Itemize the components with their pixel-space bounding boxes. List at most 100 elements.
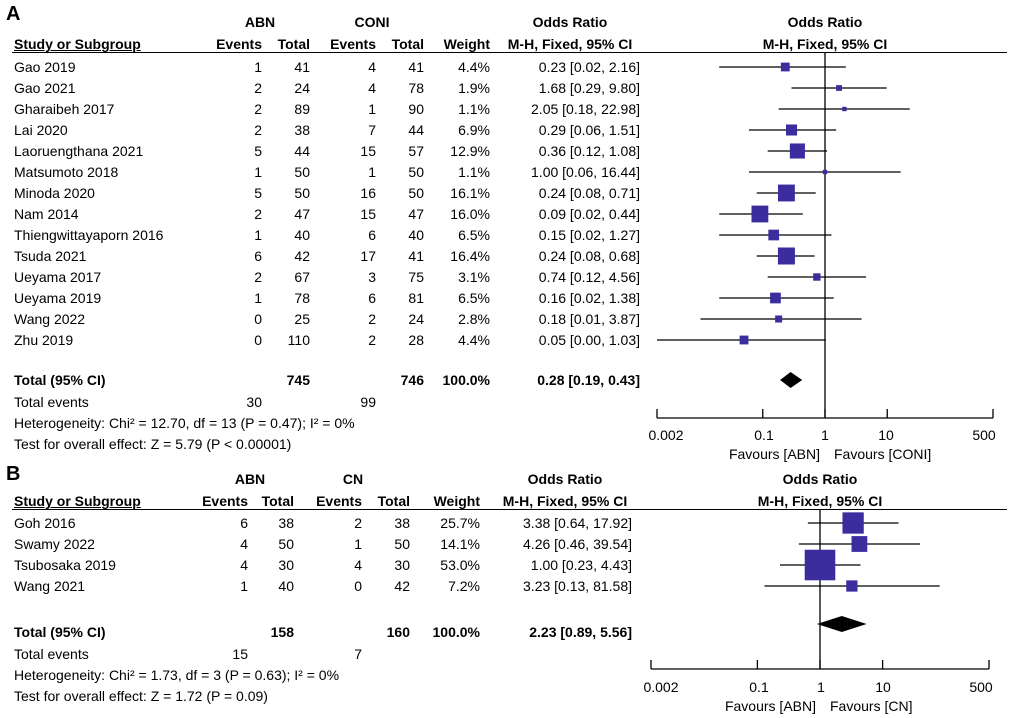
panel-a-tick-label-1: 0.002: [648, 427, 684, 443]
study-marker: [770, 292, 781, 304]
study-marker: [775, 315, 783, 323]
cell-total2: 50: [408, 185, 424, 201]
study-marker: [836, 85, 842, 91]
study-marker: [813, 273, 821, 281]
cell-odds-ratio-ci: 0.18 [0.01, 3.87]: [538, 311, 640, 327]
panel-a-total-weight: 100.0%: [442, 372, 490, 388]
panel-a-total-events-e2: 99: [360, 394, 376, 410]
cell-events1: 2: [254, 80, 262, 96]
cell-weight: 1.1%: [458, 101, 490, 117]
panel-b-tick-label-2: 0.1: [749, 679, 769, 695]
cell-total2: 90: [408, 101, 424, 117]
panel-a-header-rule: [12, 52, 1007, 53]
panel-a-weight-header: Weight: [443, 36, 490, 52]
cell-total1: 44: [294, 143, 310, 159]
panel-a-plot-title: Odds Ratio: [787, 14, 863, 30]
cell-weight: 1.9%: [458, 80, 490, 96]
panel-a-total-label: Total (95% CI): [14, 372, 106, 388]
cell-weight: 25.7%: [440, 515, 480, 531]
cell-total1: 40: [294, 227, 310, 243]
cell-study-name: Minoda 2020: [14, 185, 95, 201]
cell-weight: 4.4%: [458, 59, 490, 75]
cell-study-name: Tsubosaka 2019: [14, 557, 116, 573]
cell-events2: 15: [360, 206, 376, 222]
cell-odds-ratio-ci: 3.38 [0.64, 17.92]: [523, 515, 632, 531]
cell-odds-ratio-ci: 0.29 [0.06, 1.51]: [538, 122, 640, 138]
cell-events1: 2: [254, 269, 262, 285]
cell-events1: 1: [254, 290, 262, 306]
cell-study-name: Gao 2019: [14, 59, 76, 75]
cell-odds-ratio-ci: 0.05 [0.00, 1.03]: [538, 332, 640, 348]
cell-study-name: Wang 2021: [14, 578, 86, 594]
panel-b-total-events-e1: 15: [232, 646, 248, 662]
panel-a-total-events-e1: 30: [246, 394, 262, 410]
study-marker: [842, 512, 864, 534]
panel-a-label: A: [6, 3, 21, 25]
cell-events2: 2: [368, 311, 376, 327]
cell-events2: 1: [354, 536, 362, 552]
cell-weight: 14.1%: [440, 536, 480, 552]
cell-total1: 38: [294, 122, 310, 138]
cell-odds-ratio-ci: 1.00 [0.06, 16.44]: [531, 164, 640, 180]
cell-total2: 41: [408, 59, 424, 75]
cell-study-name: Goh 2016: [14, 515, 76, 531]
panel-a-total1-header: Total: [277, 36, 310, 52]
cell-events2: 3: [368, 269, 376, 285]
cell-events2: 0: [354, 578, 362, 594]
cell-odds-ratio-ci: 0.23 [0.02, 2.16]: [538, 59, 640, 75]
panel-a-tick-label-2: 0.1: [754, 427, 774, 443]
cell-total1: 42: [294, 248, 310, 264]
cell-events1: 5: [254, 185, 262, 201]
cell-total1: 78: [294, 290, 310, 306]
cell-total1: 41: [294, 59, 310, 75]
panel-a-group2-label: CONI: [354, 14, 390, 30]
panel-b-label: B: [6, 463, 21, 485]
panel-a-overall-effect: Test for overall effect: Z = 5.79 (P < 0…: [14, 436, 292, 452]
cell-events1: 1: [240, 578, 248, 594]
cell-total1: 24: [294, 80, 310, 96]
panel-b-plot-title: Odds Ratio: [782, 471, 858, 487]
panel-b-tick-label-1: 0.002: [643, 679, 679, 695]
cell-odds-ratio-ci: 3.23 [0.13, 81.58]: [523, 578, 632, 594]
cell-odds-ratio-ci: 1.00 [0.23, 4.43]: [530, 557, 632, 573]
panel-a-tick-label-5: 500: [972, 427, 996, 443]
panel-a-or-title: Odds Ratio: [532, 14, 608, 30]
cell-total2: 41: [408, 248, 424, 264]
panel-b-favours-right: Favours [CN]: [830, 698, 913, 714]
cell-events1: 5: [254, 143, 262, 159]
cell-total1: 50: [294, 185, 310, 201]
panel-b-events1-header: Events: [202, 493, 248, 509]
cell-odds-ratio-ci: 4.26 [0.46, 39.54]: [523, 536, 632, 552]
panel-b-total-ci: 2.23 [0.89, 5.56]: [529, 624, 632, 640]
cell-weight: 6.9%: [458, 122, 490, 138]
cell-total2: 38: [394, 515, 410, 531]
cell-weight: 6.5%: [458, 290, 490, 306]
cell-study-name: Matsumoto 2018: [14, 164, 119, 180]
panel-b-tick-label-3: 1: [817, 679, 825, 695]
cell-events2: 6: [368, 290, 376, 306]
cell-total1: 67: [294, 269, 310, 285]
panel-a-tick-label-4: 10: [878, 427, 894, 443]
panel-b-study-header: Study or Subgroup: [14, 493, 141, 509]
cell-total1: 30: [278, 557, 294, 573]
cell-events2: 2: [368, 332, 376, 348]
panel-b-total-events-label: Total events: [14, 646, 89, 662]
panel-b-plot-method: M-H, Fixed, 95% CI: [757, 493, 883, 509]
panel-b-events2-header: Events: [316, 493, 362, 509]
cell-total2: 40: [408, 227, 424, 243]
cell-study-name: Lai 2020: [14, 122, 68, 138]
cell-odds-ratio-ci: 0.24 [0.08, 0.68]: [538, 248, 640, 264]
cell-events2: 16: [360, 185, 376, 201]
cell-study-name: Ueyama 2017: [14, 269, 102, 285]
cell-weight: 2.8%: [458, 311, 490, 327]
cell-total2: 75: [408, 269, 424, 285]
cell-weight: 4.4%: [458, 332, 490, 348]
panel-b-or-method: M-H, Fixed, 95% CI: [502, 493, 628, 509]
cell-odds-ratio-ci: 1.68 [0.29, 9.80]: [538, 80, 640, 96]
cell-events1: 0: [254, 311, 262, 327]
panel-b-total1-header: Total: [261, 493, 294, 509]
panel-b-tick-label-4: 10: [875, 679, 891, 695]
cell-total2: 50: [394, 536, 410, 552]
study-marker: [822, 169, 828, 175]
